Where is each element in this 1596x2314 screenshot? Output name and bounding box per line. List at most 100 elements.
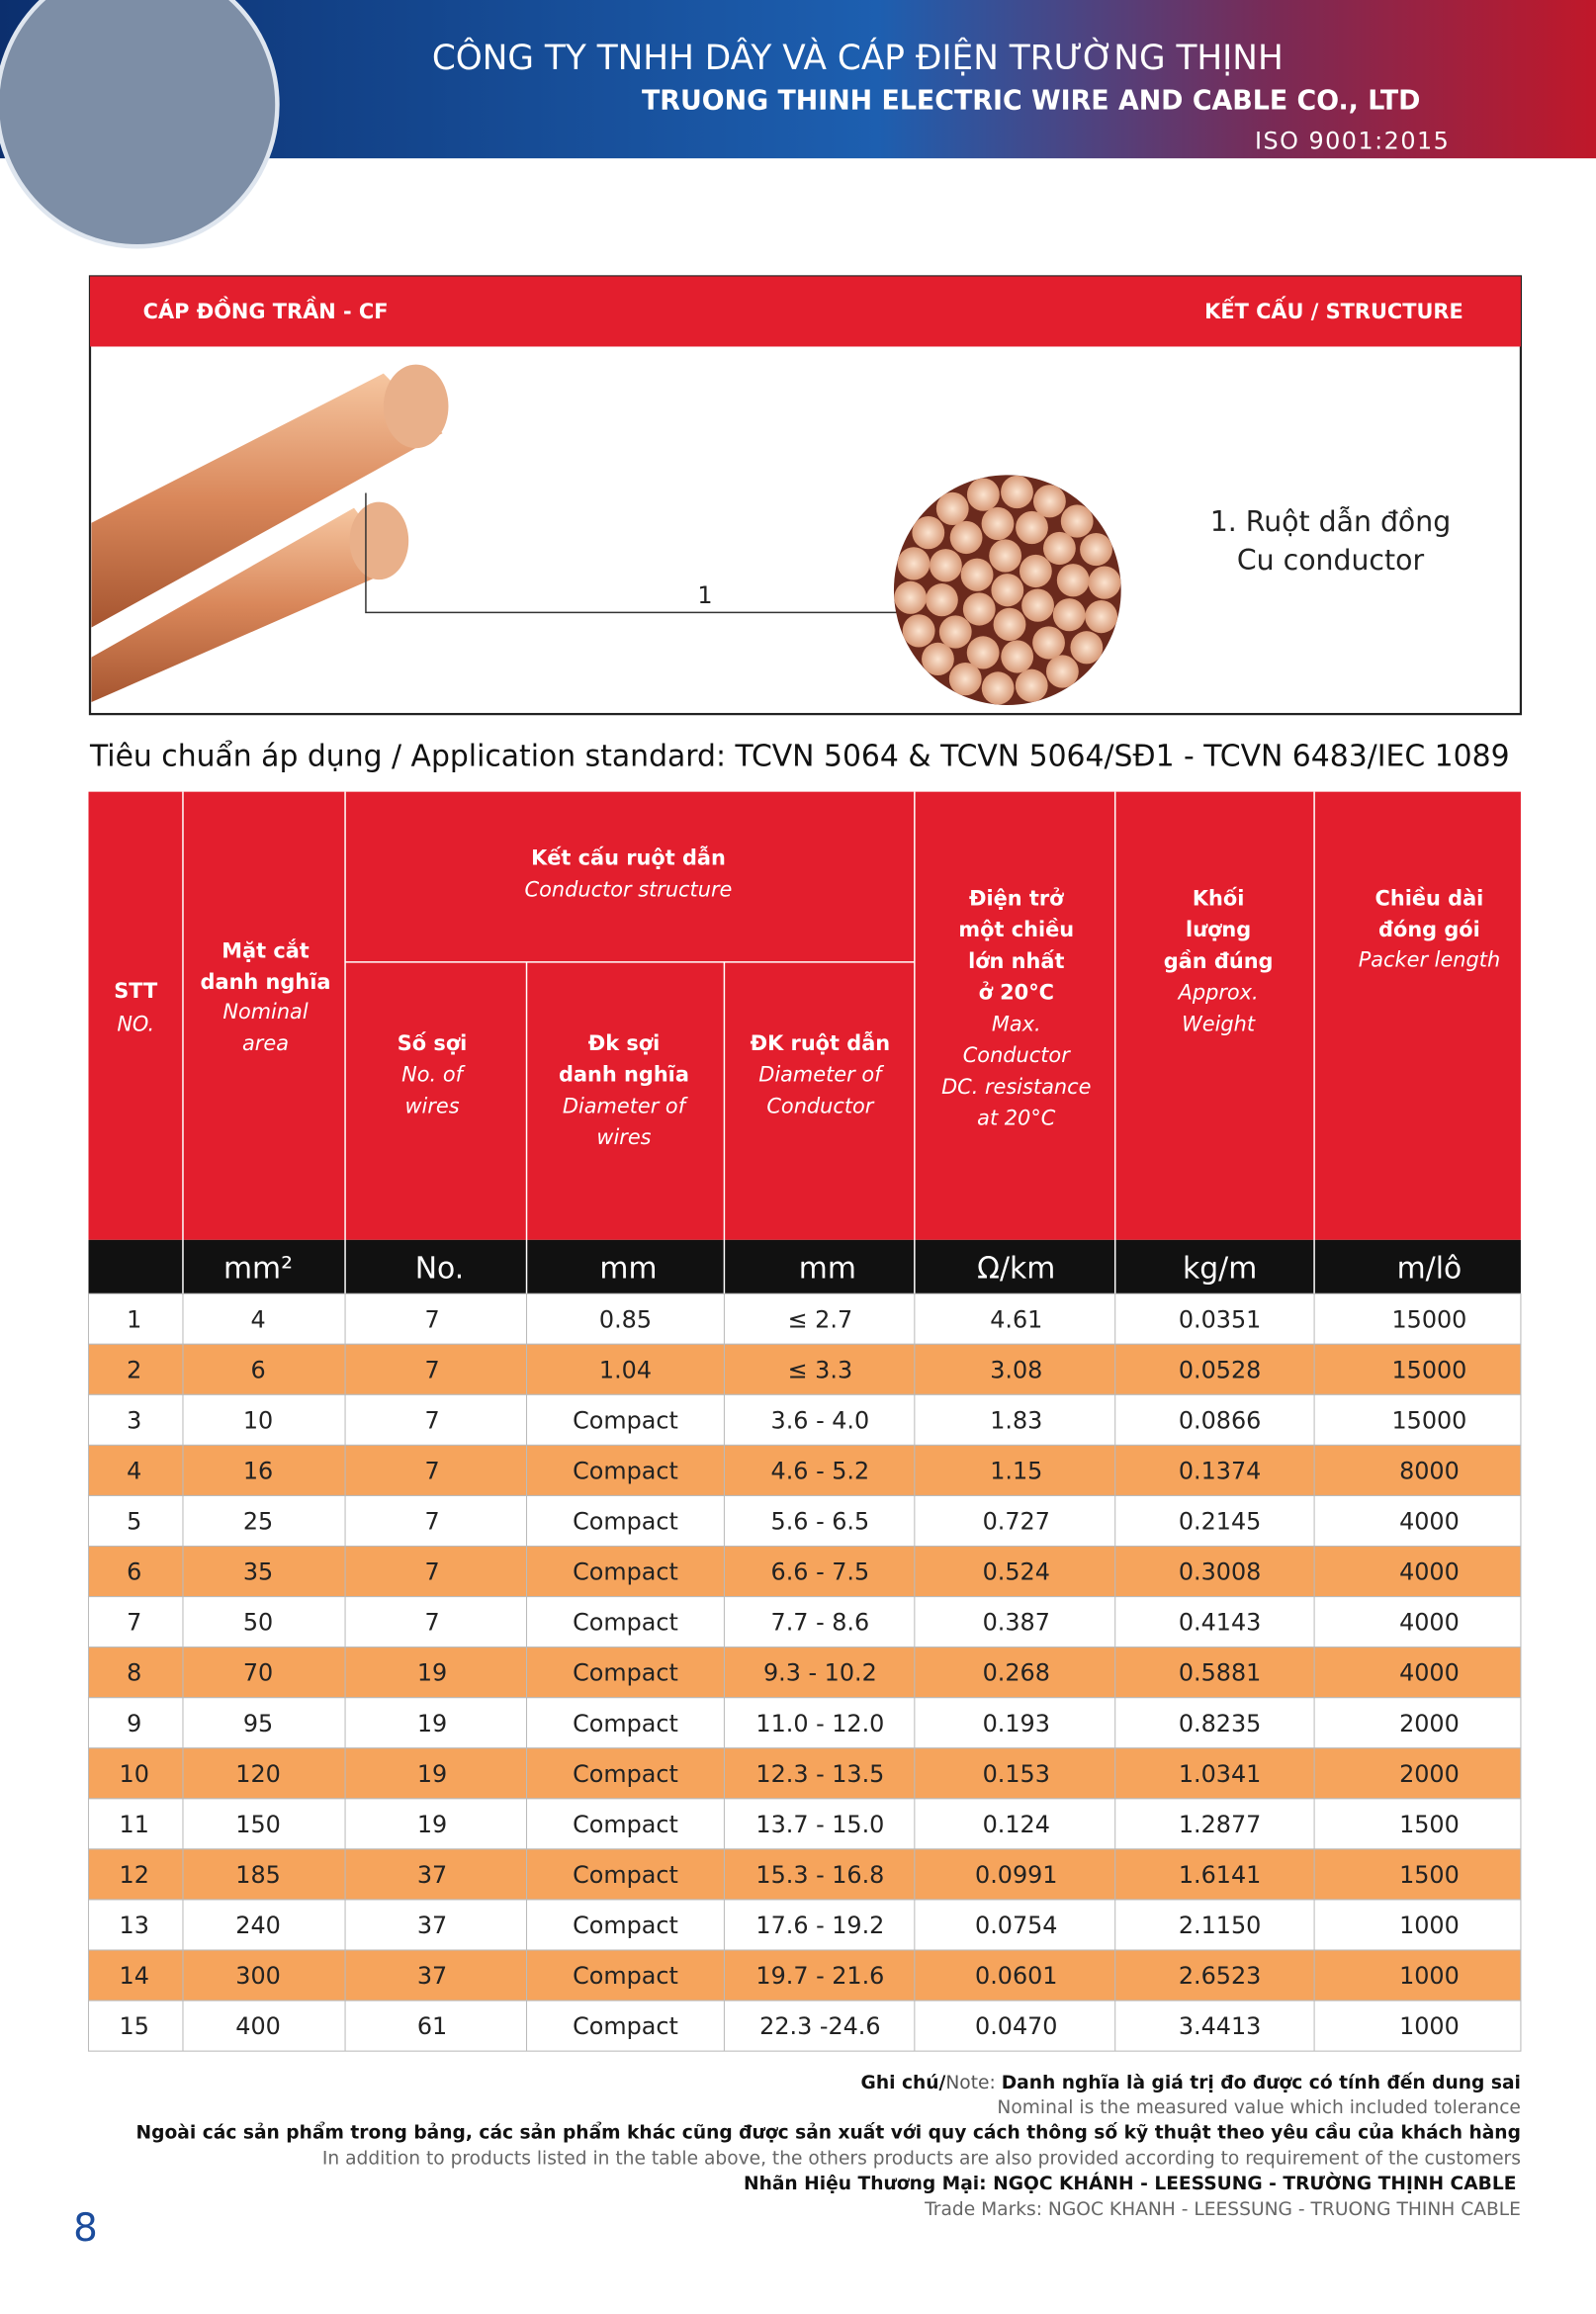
note-en: In addition to products listed in the ta… (322, 2148, 1521, 2169)
strand (894, 580, 928, 614)
strand (1001, 640, 1034, 673)
table-cell: 300 (235, 1962, 281, 1990)
strand (1070, 631, 1104, 665)
header-en: No. of (401, 1062, 466, 1087)
strand (1042, 531, 1076, 566)
table-row (87, 1494, 1522, 1548)
table-cell: 150 (235, 1811, 281, 1838)
table-header (88, 791, 1521, 1240)
strand (1045, 655, 1079, 688)
table-cell: 9 (127, 1710, 141, 1737)
table-cell: 1.2877 (1179, 1811, 1261, 1838)
table-cell: 7 (127, 1609, 141, 1637)
table-cell: 5 (127, 1507, 141, 1535)
table-cell: 37 (417, 1962, 447, 1990)
unit: kg/m (1183, 1251, 1257, 1286)
header-en: at 20°C (977, 1105, 1055, 1129)
table-cell: 185 (235, 1861, 281, 1889)
table-cell: 15.3 - 16.8 (755, 1861, 884, 1889)
table-cell: 1.6141 (1179, 1861, 1261, 1889)
strand (1032, 485, 1066, 518)
header-en: Nominal (222, 999, 308, 1024)
table-cell: Compact (573, 2012, 678, 2040)
header-vi: ĐK ruột dẫn (751, 1030, 891, 1055)
table-cell: 0.4143 (1179, 1609, 1261, 1637)
table-cell: 7 (424, 1609, 439, 1637)
table-cell: 1.0341 (1179, 1760, 1261, 1788)
table-cell: 35 (243, 1558, 273, 1585)
table-row (87, 1596, 1522, 1648)
strand (1085, 599, 1118, 634)
header-en: Conductor (766, 1093, 874, 1117)
standard: Tiêu chuẩn áp dụng / Application standar… (89, 738, 1510, 773)
header-en: wires (596, 1124, 651, 1149)
header-en: Diameter of (563, 1093, 689, 1117)
table-cell: Compact (573, 1760, 678, 1788)
table-cell: ≤ 3.3 (788, 1356, 852, 1383)
part-en: Cu conductor (1237, 544, 1425, 577)
strand (935, 491, 969, 526)
table-cell: 4000 (1399, 1558, 1460, 1585)
table-cell: 15000 (1392, 1406, 1467, 1434)
unit: mm (599, 1251, 657, 1286)
callout: 1 (697, 581, 712, 609)
header-en: DC. resistance (941, 1074, 1091, 1099)
table-cell: 0.0528 (1179, 1356, 1261, 1383)
table-cell: 1.15 (990, 1457, 1042, 1484)
strand (1052, 598, 1086, 632)
structure-title: KẾT CẤU / STRUCTURE (1204, 296, 1463, 323)
table-cell: 4000 (1399, 1609, 1460, 1637)
table-cell: 0.0991 (975, 1861, 1057, 1889)
table-cell: 0.8235 (1179, 1710, 1261, 1737)
header-vi: lượng (1186, 917, 1251, 941)
table-cell: 15000 (1392, 1356, 1467, 1383)
strand (981, 671, 1015, 705)
table-cell: 12.3 - 13.5 (755, 1760, 884, 1788)
table-cell: 7.7 - 8.6 (771, 1609, 870, 1637)
cable-end (383, 364, 449, 449)
strand (962, 592, 996, 626)
table-cell: 15 (120, 2012, 149, 2040)
table-cell: Compact (573, 1507, 678, 1535)
strand (1032, 626, 1065, 660)
table-cell: 22.3 -24.6 (759, 2012, 880, 2040)
header-vi: STT (114, 978, 158, 1003)
unit: mm (799, 1251, 856, 1286)
strand (966, 636, 1000, 669)
table-cell: 0.1374 (1179, 1457, 1261, 1484)
header-vi: đóng gói (1378, 917, 1480, 941)
table-cell: 50 (243, 1609, 273, 1637)
table-cell: 0.85 (599, 1305, 652, 1333)
strand (960, 558, 994, 591)
header-en: Conductor (963, 1042, 1071, 1067)
table-cell: 1500 (1399, 1811, 1460, 1838)
table-cell: 4 (250, 1305, 265, 1333)
table-cell: 6 (250, 1356, 265, 1383)
header-en: area (242, 1030, 289, 1055)
table-cell: 25 (243, 1507, 273, 1535)
table-cell: 10 (120, 1760, 149, 1788)
strand (929, 549, 962, 582)
table-cell: 4000 (1399, 1659, 1460, 1687)
table-cell: 2000 (1399, 1760, 1460, 1788)
table-cell: 2.1150 (1179, 1912, 1261, 1939)
strand (981, 506, 1015, 541)
unit: m/lô (1397, 1251, 1463, 1286)
header-vi: Điện trở (969, 885, 1064, 910)
strand (1015, 668, 1048, 702)
header-vi: Khối (1193, 885, 1245, 910)
table-cell: 240 (235, 1912, 281, 1939)
note-line: Ghi chú/Note: Danh nghĩa là giá trị đo đư… (861, 2070, 1521, 2092)
header-en: NO. (117, 1011, 154, 1035)
leader-line (365, 492, 974, 614)
note-vi: Nhãn Hiệu Thương Mại: NGỌC KHÁNH - LEESS… (744, 2171, 1516, 2194)
strand (912, 516, 945, 550)
table-cell: 2.6523 (1179, 1962, 1261, 1990)
header-vi: danh nghĩa (559, 1062, 689, 1087)
strand (922, 642, 954, 676)
table-cell: 9.3 - 10.2 (763, 1659, 877, 1687)
table-row (87, 1393, 1522, 1446)
factory-photo (0, 0, 280, 249)
product-bar (89, 276, 1521, 347)
